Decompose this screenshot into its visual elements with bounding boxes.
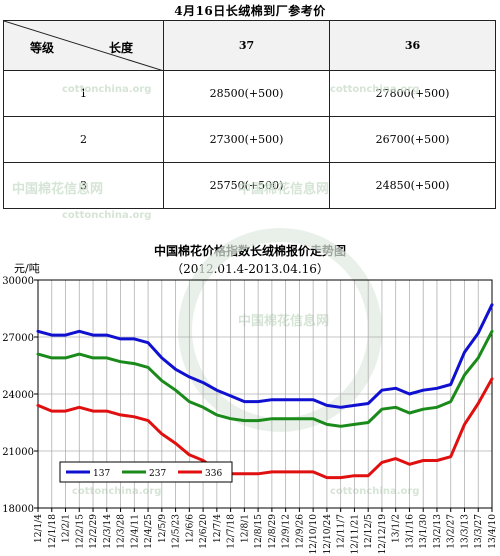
x-tick-label: 12/8/29	[268, 514, 278, 549]
legend-label-137: 137	[93, 469, 110, 479]
series-line-237	[36, 329, 494, 428]
x-tick-label: 12/10/24	[323, 514, 333, 555]
x-tick-label: 12/6/20	[199, 514, 209, 549]
x-tick-label: 12/6/6	[185, 514, 195, 543]
watermark-url: cottonchina.org	[330, 486, 420, 497]
watermark-cn: 中国棉花信息网	[238, 182, 330, 197]
x-tick-label: 12/12/5	[364, 514, 374, 549]
corner-diagonal-line	[4, 21, 164, 71]
x-tick-label: 12/2/29	[89, 514, 99, 549]
x-tick-label: 13/1/16	[405, 514, 415, 549]
watermark-ring	[178, 228, 382, 432]
x-tick-label: 13/2/13	[433, 514, 443, 549]
watermark-cn: 中国棉花信息网	[12, 182, 104, 197]
x-tick-label: 13/4/10	[488, 514, 498, 549]
y-axis-label: 元/吨	[14, 262, 40, 275]
x-tick-label: 12/3/28	[117, 514, 127, 549]
x-tick-label: 12/9/12	[282, 514, 292, 549]
x-tick-label: 13/3/13	[460, 514, 470, 549]
y-tick-label: 30000	[2, 276, 34, 287]
x-tick-label: 12/1/4	[34, 514, 44, 543]
x-tick-label: 12/9/26	[295, 514, 305, 549]
watermark-url: cottonchina.org	[62, 210, 152, 221]
watermark-url: cottonchina.org	[62, 84, 152, 95]
legend-label-237: 237	[149, 469, 166, 479]
price-cell: 24850(+500)	[329, 162, 496, 209]
price-table: 等级 长度 37 36 1 28500(+500) 27800(+500) 2 …	[3, 20, 496, 209]
table-header-row: 等级 长度 37 36	[3, 20, 496, 71]
y-tick-label: 24000	[2, 390, 34, 401]
y-tick-label: 21000	[2, 447, 34, 458]
watermark-ring-icon	[178, 228, 382, 432]
x-tick-label: 12/2/15	[75, 514, 85, 549]
x-tick-label: 12/8/1	[240, 514, 250, 543]
x-tick-label: 13/1/30	[419, 514, 429, 549]
x-tick-label: 12/12/19	[378, 514, 388, 555]
table-row: 1 28500(+500) 27800(+500)	[3, 70, 496, 117]
x-tick-label: 13/1/2	[392, 514, 402, 543]
table-row: 2 27300(+500) 26700(+500)	[3, 116, 496, 163]
x-tick-label: 12/5/9	[158, 514, 168, 543]
table-corner-cell: 等级 长度	[3, 20, 164, 71]
watermark-url: cottonchina.org	[330, 84, 420, 95]
x-tick-label: 12/3/14	[103, 514, 113, 549]
price-cell: 27300(+500)	[163, 116, 330, 163]
legend-label-336: 336	[205, 469, 222, 479]
table-title: 4月16日长绒棉到厂参考价	[174, 4, 326, 18]
table-row: 3 25750(+500) 24850(+500)	[3, 162, 496, 209]
y-tick-label: 18000	[2, 504, 34, 515]
corner-col-label: 长度	[108, 41, 133, 55]
x-tick-label: 12/11/7	[337, 514, 347, 549]
x-tick-label: 12/8/15	[254, 514, 264, 549]
grade-cell: 2	[3, 116, 164, 163]
x-tick-label: 12/7/18	[227, 514, 237, 549]
x-tick-label: 12/5/23	[172, 514, 182, 549]
x-tick-label: 12/7/4	[213, 514, 223, 543]
x-tick-label: 12/4/25	[144, 514, 154, 549]
column-header-36: 36	[329, 20, 496, 71]
x-tick-label: 12/2/1	[62, 514, 72, 543]
price-cell: 25750(+500)	[163, 162, 330, 209]
series-line-137	[36, 303, 494, 409]
x-tick-label: 12/11/21	[350, 514, 360, 554]
grade-cell: 3	[3, 162, 164, 209]
series-line-336	[36, 377, 494, 480]
x-tick-label: 13/3/27	[474, 514, 484, 549]
column-header-37: 37	[163, 20, 330, 71]
y-tick-label: 27000	[2, 333, 34, 344]
watermark-url: cottonchina.org	[72, 486, 162, 497]
price-cell: 27800(+500)	[329, 70, 496, 117]
x-tick-label: 13/2/27	[447, 514, 457, 549]
corner-row-label: 等级	[30, 41, 55, 55]
watermark-cn: 中国棉花信息网	[238, 314, 330, 329]
price-cell: 28500(+500)	[163, 70, 330, 117]
x-tick-label: 12/1/18	[48, 514, 58, 549]
chart-title: 中国棉花价格指数长绒棉报价走势图	[153, 244, 346, 258]
x-tick-label: 12/10/10	[309, 514, 319, 555]
x-tick-label: 12/4/11	[130, 514, 140, 549]
